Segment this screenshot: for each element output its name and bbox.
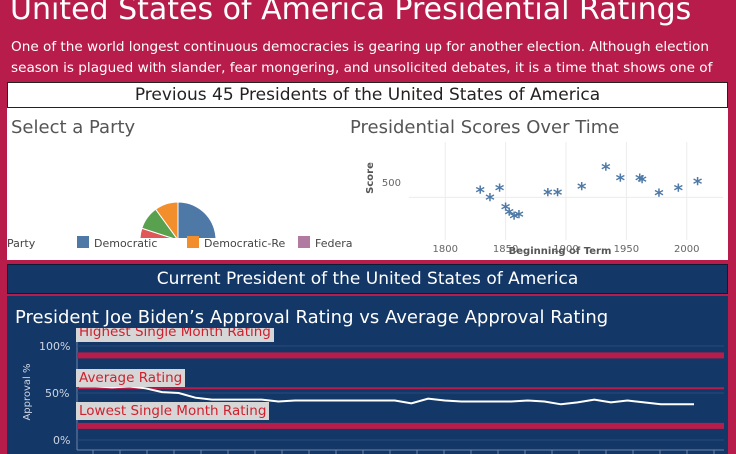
scatter-point[interactable]: *: [635, 170, 645, 191]
approval-chart-title: President Joe Biden’s Approval Rating vs…: [15, 307, 609, 328]
scatter-point[interactable]: *: [654, 186, 664, 207]
scatter-point[interactable]: *: [495, 181, 505, 202]
pie-slice-3[interactable]: [154, 201, 179, 238]
lowest-rating-line: [77, 422, 724, 429]
party-legend-title: Party: [7, 237, 36, 250]
current-president-header: Current President of the United States o…: [7, 264, 728, 294]
scatter-xtick-1900: 1900: [553, 244, 578, 255]
approval-ytick-0: 0%: [53, 434, 71, 447]
highest-rating-label: Highest Single Month Rating: [76, 328, 274, 342]
scatter-point[interactable]: *: [476, 182, 486, 203]
scatter-ytick-500: 500: [382, 178, 401, 189]
scores-scatter-chart[interactable]: Score 500 Beginning of Term 1800 1850 1900…: [347, 140, 727, 260]
scatter-xtick-1800: 1800: [433, 244, 458, 255]
scatter-point[interactable]: *: [514, 207, 524, 228]
approval-line-chart[interactable]: Approval %: [7, 296, 728, 454]
legend-item-federalist[interactable]: Federa: [315, 237, 353, 250]
scatter-point[interactable]: *: [505, 204, 515, 225]
scatter-point[interactable]: *: [553, 185, 563, 206]
scatter-point[interactable]: *: [693, 174, 703, 195]
scatter-point[interactable]: *: [501, 199, 511, 220]
approval-ytick-100: 100%: [39, 340, 71, 353]
scatter-point[interactable]: *: [674, 181, 684, 202]
scatter-point[interactable]: *: [601, 159, 611, 180]
highest-rating-line: [77, 352, 724, 359]
intro-line-2: season is plagued with slander, fear mon…: [11, 60, 713, 76]
scores-chart-title: Presidential Scores Over Time: [350, 117, 620, 138]
intro-text: One of the world longest continuous demo…: [11, 37, 726, 79]
party-chart-title: Select a Party: [11, 117, 136, 138]
party-pie-chart[interactable]: [117, 178, 237, 238]
scatter-point[interactable]: *: [577, 179, 587, 200]
scatter-point[interactable]: *: [543, 185, 553, 206]
scatter-point[interactable]: *: [616, 170, 626, 191]
scatter-xtick-2000: 2000: [674, 244, 699, 255]
previous-presidents-header: Previous 45 Presidents of the United Sta…: [7, 82, 728, 108]
legend-item-democratic[interactable]: Democratic: [94, 237, 158, 250]
legend-swatch-federalist[interactable]: [298, 236, 310, 248]
pie-slice-0[interactable]: [177, 201, 217, 238]
legend-swatch-democratic[interactable]: [77, 236, 89, 248]
lowest-rating-label: Lowest Single Month Rating: [76, 402, 270, 420]
scatter-xtick-1950: 1950: [614, 244, 639, 255]
average-rating-label: Average Rating: [76, 369, 186, 387]
scatter-point[interactable]: *: [485, 190, 495, 211]
approval-series-line[interactable]: [79, 385, 694, 406]
approval-ylabel: Approval %: [22, 363, 33, 420]
scatter-ylabel: Score: [365, 162, 376, 194]
scatter-point[interactable]: *: [637, 172, 647, 193]
scatter-xtick-1850: 1850: [493, 244, 518, 255]
current-president-panel: President Joe Biden’s Approval Rating vs…: [7, 296, 728, 454]
approval-ytick-50: 50%: [45, 387, 70, 400]
page-title: United States of America Presidential Ra…: [10, 0, 692, 27]
legend-item-democratic-republican[interactable]: Democratic-Re: [204, 237, 286, 250]
intro-line-1: One of the world longest continuous demo…: [11, 39, 709, 55]
scatter-xlabel: Beginning of Term: [509, 246, 612, 257]
scatter-point[interactable]: *: [509, 209, 519, 230]
legend-swatch-democratic-republican[interactable]: [187, 236, 199, 248]
previous-presidents-panel: Select a Party Party Democratic Democrat…: [7, 108, 728, 260]
